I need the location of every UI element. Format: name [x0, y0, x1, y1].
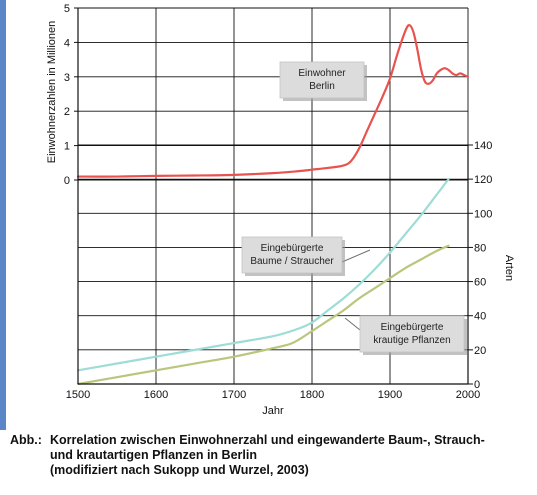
caption-prefix: Abb.:	[10, 433, 42, 447]
right-tick-label: 140	[474, 140, 492, 152]
trees-shrubs-line	[76, 178, 450, 372]
right-tick-label: 120	[474, 174, 492, 186]
trees-shrubs-label-box	[241, 236, 343, 274]
herbaceous-plants-label-box	[359, 315, 465, 353]
grid	[77, 7, 469, 384]
right-tick-label: 0	[474, 379, 480, 391]
right-tick-label: 80	[474, 242, 486, 254]
right-tick-label: 20	[474, 345, 486, 357]
left-tick-label: 2	[64, 106, 70, 118]
left-tick-label: 4	[64, 37, 70, 49]
trees-shrubs-label-text: Baume / Straucher	[250, 256, 334, 267]
x-tick-label: 2000	[456, 389, 480, 401]
right-axis-label: Arten	[503, 255, 515, 281]
population-label-text: Einwohner	[298, 68, 346, 79]
x-tick-label: 1800	[300, 389, 324, 401]
x-tick-label: 1900	[378, 389, 402, 401]
label-leader-line	[341, 249, 371, 263]
left-axis-label: Einwohnerzahlen in Millionen	[46, 21, 58, 163]
population-label-text: Berlin	[309, 81, 335, 92]
label-leader-line	[344, 317, 361, 331]
left-tick-label: 5	[64, 3, 70, 15]
x-tick-label: 1600	[144, 389, 168, 401]
population-line	[76, 24, 470, 178]
right-tick-label: 60	[474, 277, 486, 289]
right-tick-label: 100	[474, 208, 492, 220]
figure-caption: Abb.: Korrelation zwischen Einwohnerzahl…	[10, 433, 530, 478]
x-tick-label: 1700	[222, 389, 246, 401]
plot-frame	[74, 7, 473, 385]
caption-line-2: und krautartigen Pflanzen in Berlin	[50, 448, 257, 462]
population-label-box	[279, 61, 365, 99]
trees-shrubs-label-text: Eingebürgerte	[261, 243, 324, 254]
left-tick-label: 3	[64, 72, 70, 84]
caption-line-3: (modifiziert nach Sukopp und Wurzel, 200…	[50, 463, 309, 477]
right-tick-label: 40	[474, 311, 486, 323]
left-tick-label: 1	[64, 141, 70, 153]
herbaceous-plants-label-text: Eingebürgerte	[381, 322, 444, 333]
herbaceous-plants-label-text: krautige Pflanzen	[373, 335, 450, 346]
series-lines	[76, 24, 470, 386]
x-axis-label: Jahr	[262, 405, 284, 417]
correlation-chart: Einwohner Berlin Eingebürgerte Baume / Stra…	[46, 3, 515, 417]
left-accent-strip	[0, 0, 6, 430]
caption-line-1: Korrelation zwischen Einwohnerzahl und e…	[50, 433, 485, 447]
tick-labels: 1500 1600 1700 1800 1900 20000123450204060801…	[64, 3, 492, 401]
series-labels: Einwohner Berlin Eingebürgerte Baume / Stra…	[241, 61, 467, 355]
x-tick-label: 1500	[66, 389, 90, 401]
herbaceous-plants-line	[76, 244, 450, 386]
left-tick-label: 0	[64, 175, 70, 187]
